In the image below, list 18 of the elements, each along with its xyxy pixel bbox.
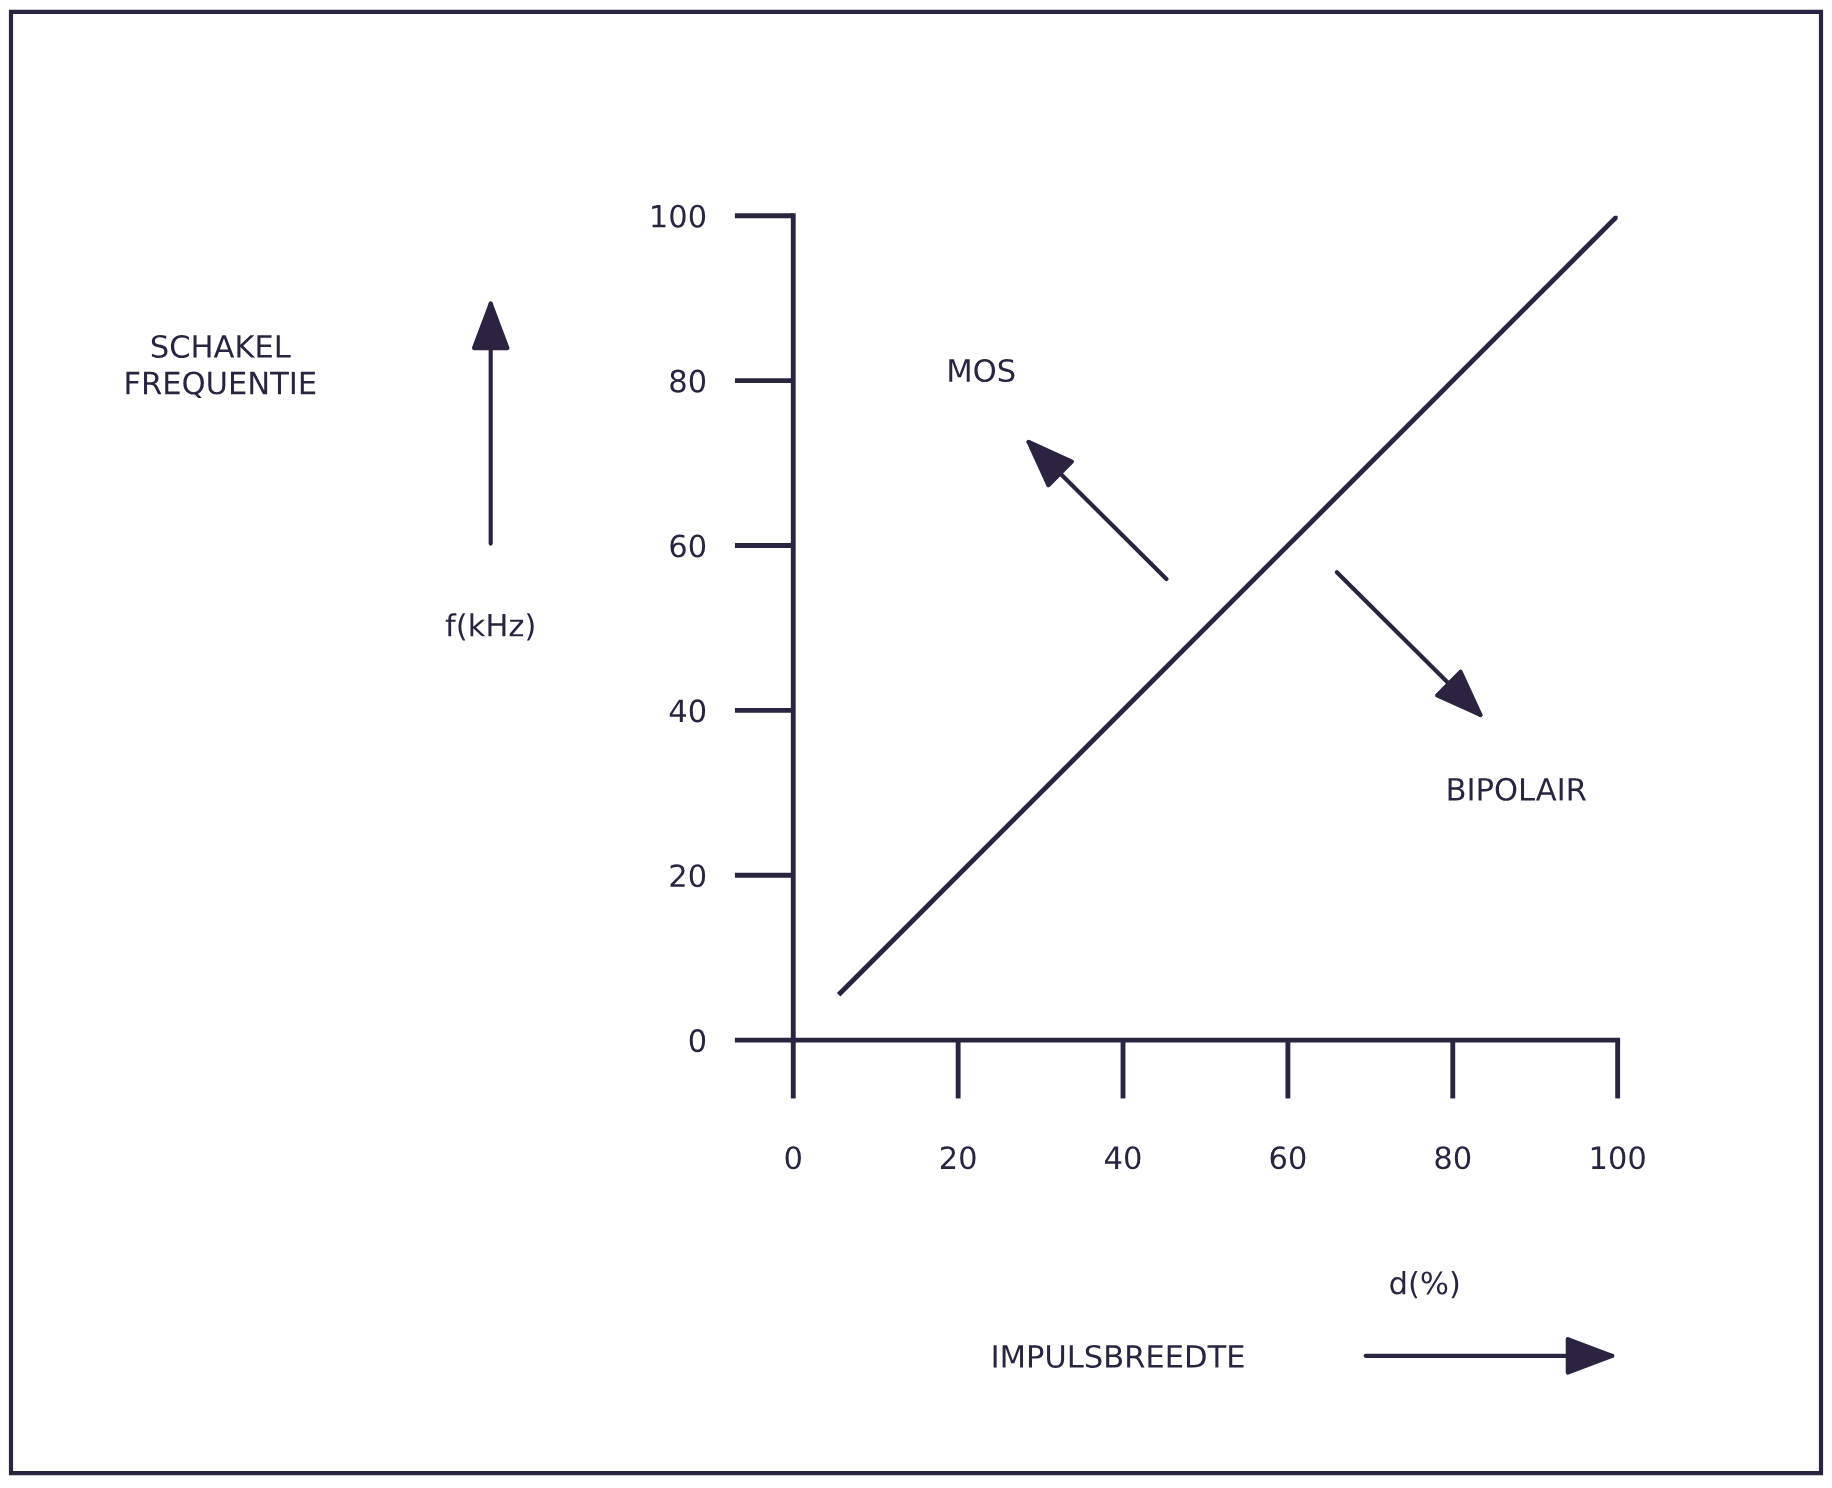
x-tick-label: 60 [1270,1146,1306,1170]
x-tick-label: 40 [1105,1146,1141,1170]
y-axis-title: f(kHz) [445,613,534,641]
x-axis-title: d(%) [1390,1270,1459,1299]
y-tick-label: 40 [669,699,706,723]
x-tick-label: 20 [940,1146,976,1170]
y-tick-label: 60 [670,534,706,558]
y-tick-label: 0 [689,1029,706,1053]
y-tick-label: 100 [652,204,706,228]
y-tick-label: 20 [670,864,706,888]
annotation: BIPOLAIR [1448,777,1587,801]
x-tick-label: 80 [1435,1146,1471,1170]
y-tick-label: 80 [670,369,706,393]
x-tick-label: 100 [1591,1146,1645,1170]
annotation: MOS [949,358,1015,383]
text: SCHAKEL FREQUENTIE [126,334,316,399]
x-tick-label: 0 [785,1146,801,1170]
text: IMPULSBREEDTE [993,1344,1244,1368]
